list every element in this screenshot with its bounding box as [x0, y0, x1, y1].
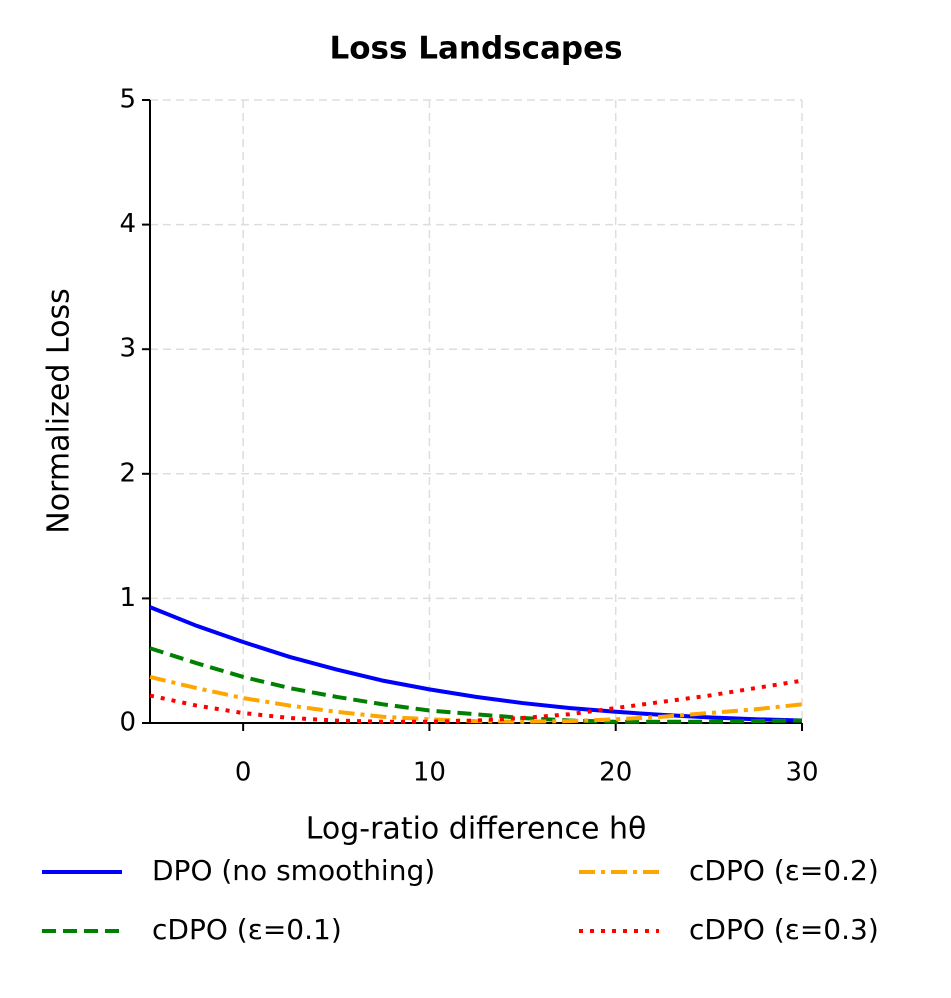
y-tick-label: 5 — [119, 85, 136, 115]
x-tick-label: 20 — [599, 758, 632, 788]
x-axis-label: Log-ratio difference hθ — [306, 812, 647, 847]
line-series — [149, 605, 803, 723]
x-tick-label: 10 — [413, 758, 446, 788]
x-tick-label: 30 — [785, 758, 818, 788]
y-tick-label: 0 — [119, 708, 136, 738]
legend-label: DPO (no smoothing) — [152, 854, 435, 887]
line-series — [149, 646, 803, 724]
legend-label: cDPO (ε=0.3) — [689, 913, 879, 946]
legend-label: cDPO (ε=0.1) — [152, 913, 342, 946]
y-axis-label: Normalized Loss — [42, 288, 77, 533]
chart-title: Loss Landscapes — [329, 31, 622, 67]
y-tick-label: 1 — [119, 583, 136, 613]
legend-label: cDPO (ε=0.2) — [689, 854, 879, 887]
x-tick-label: 0 — [235, 758, 252, 788]
line-series — [149, 678, 803, 724]
y-tick-label: 4 — [119, 209, 136, 239]
y-tick-label: 2 — [119, 458, 136, 488]
y-tick-label: 3 — [119, 334, 136, 364]
line-series — [149, 674, 803, 724]
